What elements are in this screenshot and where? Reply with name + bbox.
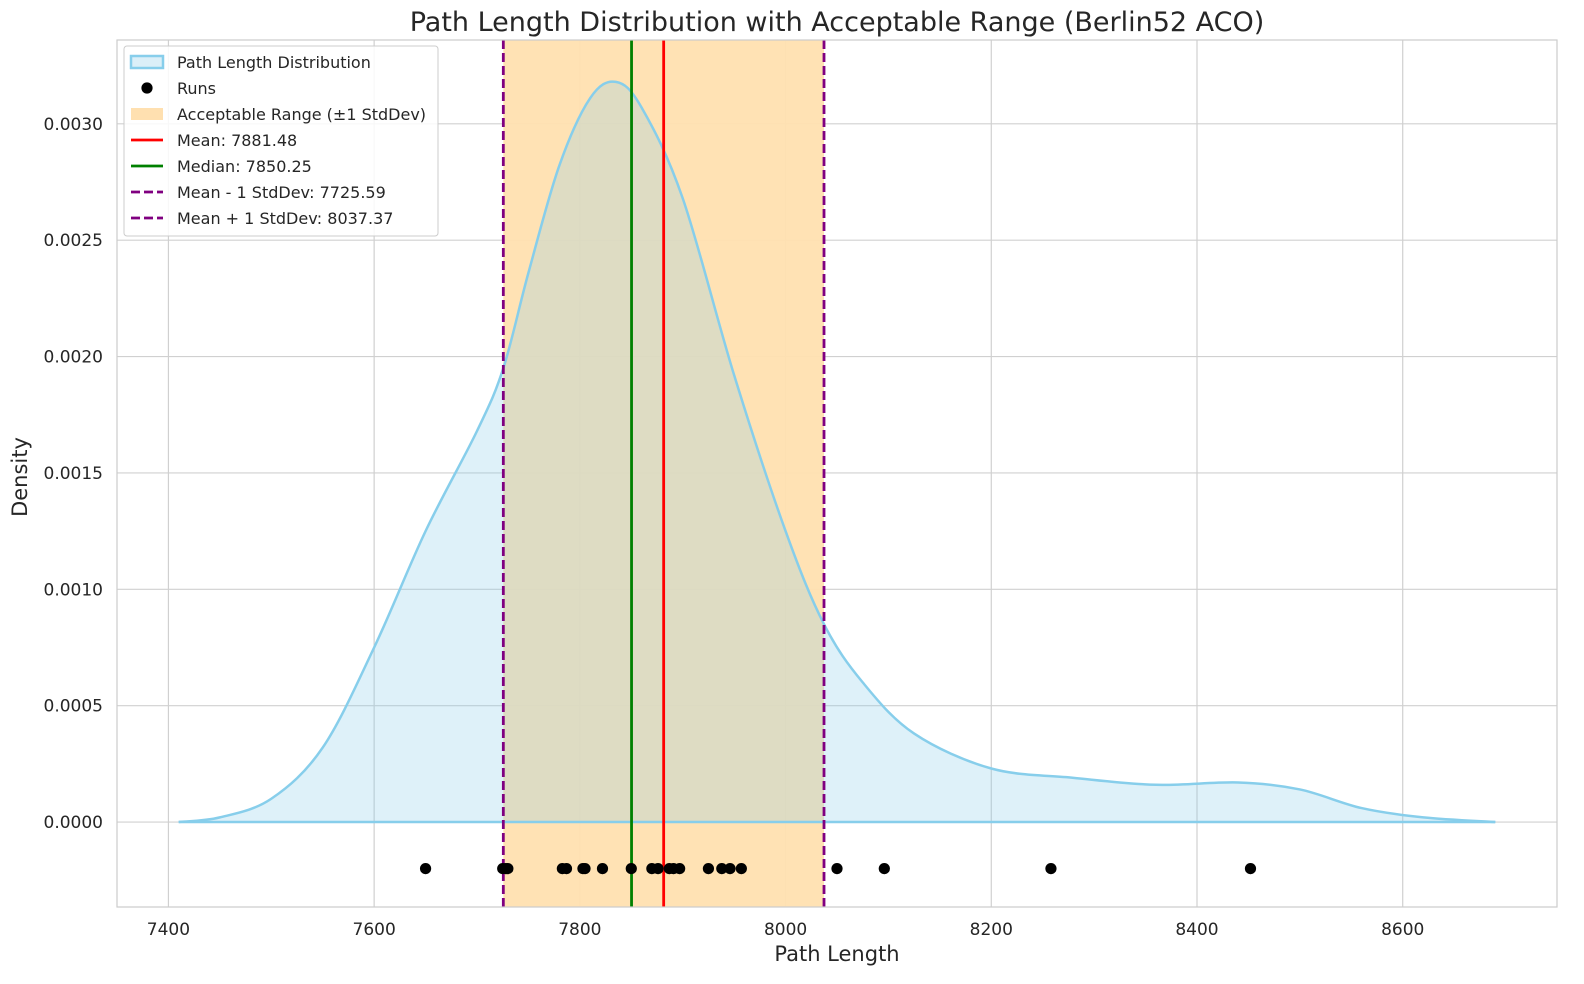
legend-label: Mean - 1 StdDev: 7725.59 — [177, 183, 386, 202]
legend-item: Mean: 7881.48 — [131, 131, 297, 150]
run-point — [1045, 862, 1057, 875]
y-tick-label: 0.0005 — [44, 697, 103, 717]
density-layer — [178, 80, 1496, 824]
run-point — [625, 862, 637, 875]
x-tick-label: 8200 — [970, 920, 1013, 940]
run-point — [735, 862, 747, 875]
legend-swatch-range — [131, 108, 163, 120]
run-point — [674, 862, 686, 875]
run-point — [652, 862, 664, 875]
y-tick-label: 0.0010 — [44, 580, 103, 600]
legend-label: Acceptable Range (±1 StdDev) — [177, 105, 426, 124]
run-point — [724, 862, 736, 875]
legend: Path Length Distribution Runs Acceptable R… — [123, 45, 439, 237]
run-point — [702, 862, 715, 875]
legend-label: Median: 7850.25 — [177, 157, 312, 176]
run-point — [831, 862, 843, 875]
legend-item: Path Length Distribution — [129, 53, 371, 72]
x-tick-label: 8400 — [1175, 920, 1218, 940]
legend-item: Mean - 1 StdDev: 7725.59 — [131, 183, 386, 202]
legend-swatch-runs — [141, 82, 153, 94]
y-tick-label: 0.0025 — [44, 231, 103, 251]
legend-item: Runs — [141, 79, 216, 98]
run-point — [1244, 862, 1257, 875]
density-fill — [178, 81, 1496, 823]
y-axis-label: Density — [8, 437, 32, 517]
legend-label: Runs — [177, 79, 216, 98]
run-point — [419, 862, 432, 875]
x-axis-ticks: 7400 7600 7800 8000 8200 8400 8600 — [147, 920, 1425, 940]
x-tick-label: 8000 — [764, 920, 807, 940]
run-point — [878, 862, 890, 875]
run-point — [560, 862, 573, 875]
run-point — [716, 862, 728, 875]
legend-swatch-density — [129, 54, 165, 70]
plot-frame — [116, 39, 1558, 908]
legend-box — [123, 45, 439, 237]
legend-item: Acceptable Range (±1 StdDev) — [131, 105, 426, 124]
run-point — [502, 862, 514, 875]
x-tick-label: 7400 — [147, 920, 190, 940]
run-point — [579, 862, 591, 875]
x-tick-label: 8600 — [1381, 920, 1424, 940]
y-tick-label: 0.0015 — [44, 464, 103, 484]
runs-layer — [419, 862, 1257, 875]
x-tick-label: 7800 — [558, 920, 601, 940]
y-tick-label: 0.0030 — [44, 115, 103, 135]
run-point — [596, 862, 609, 875]
reference-lines-layer — [501, 40, 826, 907]
y-tick-label: 0.0020 — [44, 348, 103, 368]
y-tick-label: 0.0000 — [44, 813, 103, 833]
x-tick-label: 7600 — [353, 920, 396, 940]
x-axis-label: Path Length — [774, 942, 899, 966]
legend-label: Mean + 1 StdDev: 8037.37 — [177, 209, 393, 228]
y-axis-ticks: 0.0000 0.0005 0.0010 0.0015 0.0020 0.0025 0.00… — [44, 115, 103, 833]
legend-item: Mean + 1 StdDev: 8037.37 — [131, 209, 393, 228]
density-curve — [178, 80, 1496, 824]
legend-item: Median: 7850.25 — [131, 157, 312, 176]
chart-title: Path Length Distribution with Acceptable… — [410, 7, 1265, 38]
legend-label: Path Length Distribution — [177, 53, 371, 72]
legend-label: Mean: 7881.48 — [177, 131, 297, 150]
